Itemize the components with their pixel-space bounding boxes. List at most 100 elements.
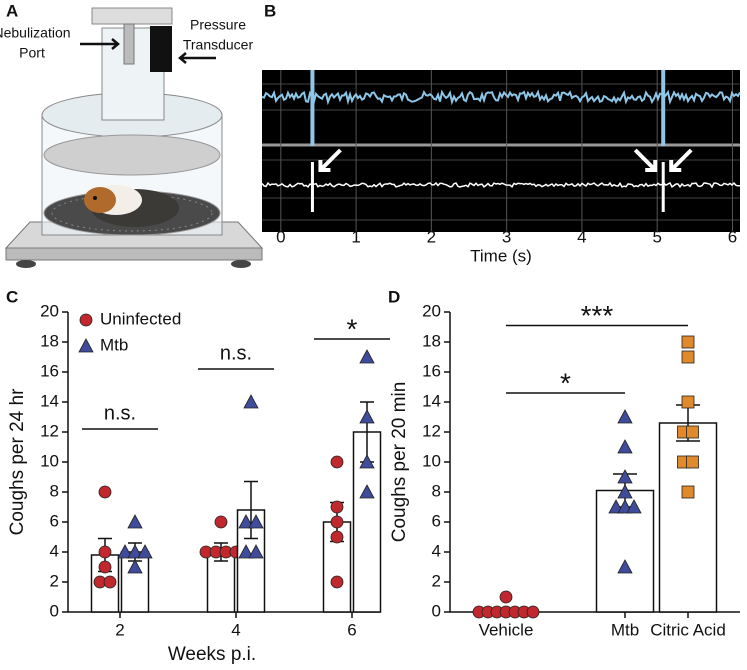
data-point xyxy=(330,455,344,469)
data-point xyxy=(359,454,375,469)
data-point xyxy=(103,575,117,589)
panel-label: A xyxy=(6,1,18,20)
x-tick-label: 4 xyxy=(577,227,586,246)
data-point xyxy=(243,394,259,409)
data-point xyxy=(248,514,264,529)
transducer xyxy=(150,26,172,72)
data-point xyxy=(330,500,344,514)
data-point xyxy=(98,485,112,499)
data-point xyxy=(617,439,633,454)
y-tick-label: 4 xyxy=(432,541,441,560)
data-point xyxy=(137,544,153,559)
data-point xyxy=(359,484,375,499)
arrow xyxy=(669,148,693,172)
signal-trace xyxy=(261,89,741,106)
data-point xyxy=(681,335,695,349)
data-point xyxy=(681,485,695,499)
data-point xyxy=(617,559,633,574)
y-tick-label: 12 xyxy=(422,421,441,440)
data-point xyxy=(127,514,143,529)
x-tick-label: Citric Acid xyxy=(650,620,726,639)
y-tick-label: 18 xyxy=(422,331,441,350)
data-point xyxy=(359,409,375,424)
data-point xyxy=(617,469,633,484)
event-spike xyxy=(661,70,666,146)
guinea-pig-eye xyxy=(93,196,97,200)
guinea-pig-head xyxy=(84,187,116,213)
data-point xyxy=(617,409,633,424)
bar xyxy=(658,422,718,613)
legend-label: Uninfected xyxy=(100,309,181,328)
panel-label: C xyxy=(6,287,18,306)
x-tick-label: 2 xyxy=(115,620,124,639)
data-point xyxy=(617,484,633,499)
data-point xyxy=(238,514,254,529)
y-tick-label: 8 xyxy=(432,481,441,500)
arrow xyxy=(318,148,342,172)
data-point xyxy=(626,499,642,514)
y-axis-label: Coughs per 24 hr xyxy=(7,388,28,535)
data-point xyxy=(359,349,375,364)
x-tick-label: 4 xyxy=(231,620,240,639)
arrow xyxy=(633,148,658,172)
data-point xyxy=(686,455,699,469)
y-tick-label: 0 xyxy=(432,601,441,620)
legend-label: Mtb xyxy=(100,335,128,354)
x-tick-label: 6 xyxy=(728,227,737,246)
illustration xyxy=(4,7,264,268)
x-tick-label: 3 xyxy=(502,227,511,246)
x-tick-label: 1 xyxy=(351,227,360,246)
data-point xyxy=(686,425,699,439)
panel-label: D xyxy=(388,287,400,306)
foot xyxy=(231,260,251,268)
x-axis-label: Weeks p.i. xyxy=(168,644,256,665)
panel-label: B xyxy=(264,1,276,20)
y-tick-label: 0 xyxy=(50,601,59,620)
data-point xyxy=(127,544,143,559)
platform-edge xyxy=(5,247,263,261)
y-tick-label: 10 xyxy=(40,451,59,470)
y-tick-label: 16 xyxy=(40,361,59,380)
data-point xyxy=(330,515,344,529)
x-axis-label: Time (s) xyxy=(470,246,532,265)
foot xyxy=(16,260,36,268)
data-point xyxy=(98,545,112,559)
y-tick-label: 12 xyxy=(40,421,59,440)
lid-plate xyxy=(43,134,221,176)
port xyxy=(123,23,135,65)
data-point xyxy=(330,530,344,544)
arrow xyxy=(178,52,216,64)
significance-label: * xyxy=(560,367,571,398)
data-point xyxy=(330,575,344,589)
data-point xyxy=(499,590,513,604)
data-point xyxy=(79,313,93,327)
x-tick-label: 0 xyxy=(276,227,285,246)
x-tick-label: 5 xyxy=(652,227,661,246)
significance-label: * xyxy=(347,313,358,344)
data-point xyxy=(526,605,540,619)
data-point xyxy=(248,544,264,559)
y-tick-label: 4 xyxy=(50,541,59,560)
data-point xyxy=(78,338,94,353)
annotation: Port xyxy=(19,45,45,61)
arrow xyxy=(80,38,120,50)
data-point xyxy=(98,560,112,574)
x-tick-label: 6 xyxy=(347,620,356,639)
annotation: Transducer xyxy=(183,37,254,53)
event-spike xyxy=(661,162,665,212)
y-tick-label: 6 xyxy=(432,511,441,530)
y-tick-label: 16 xyxy=(422,361,441,380)
y-tick-label: 2 xyxy=(50,571,59,590)
y-tick-label: 10 xyxy=(422,451,441,470)
data-point xyxy=(681,350,695,364)
data-point xyxy=(681,395,695,409)
bar xyxy=(206,551,236,613)
x-tick-label: Mtb xyxy=(611,620,639,639)
y-tick-label: 2 xyxy=(432,571,441,590)
data-point xyxy=(117,544,133,559)
significance-label: n.s. xyxy=(104,402,136,424)
signal-trace xyxy=(261,181,740,189)
y-tick-label: 18 xyxy=(40,331,59,350)
data-point xyxy=(238,544,254,559)
x-tick-label: Vehicle xyxy=(479,620,534,639)
